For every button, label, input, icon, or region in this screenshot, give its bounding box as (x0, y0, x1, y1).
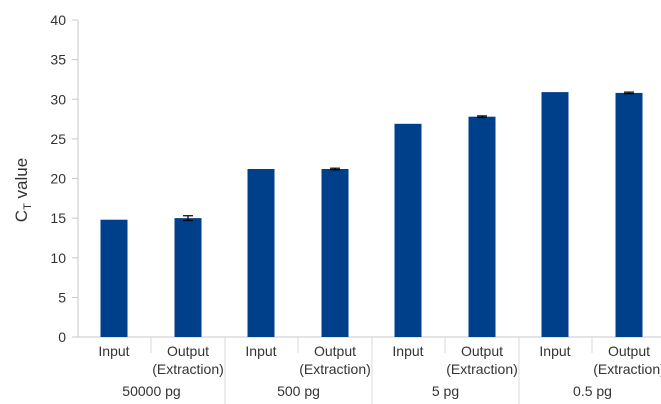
bar (394, 123, 422, 337)
x-group-label: 500 pg (277, 383, 320, 399)
plot-area: 0 5 10 15 20 25 30 35 40 Input Output (Extraction) 5… (50, 12, 661, 404)
y-tick-label: 5 (58, 289, 66, 305)
x-category-label: Input (539, 343, 570, 359)
y-tick-label: 25 (50, 131, 66, 147)
x-category-label: Output (314, 343, 356, 359)
bar (321, 168, 349, 337)
y-tick-label: 10 (50, 250, 66, 266)
x-group-label: 50000 pg (122, 383, 180, 399)
y-tick-label: 20 (50, 171, 66, 187)
x-category-label: Output (608, 343, 650, 359)
bar (174, 218, 202, 337)
x-category-label: (Extraction) (593, 361, 661, 377)
x-category-label: (Extraction) (299, 361, 371, 377)
y-axis-title-subscript: T (22, 203, 34, 210)
x-category-label: Input (392, 343, 423, 359)
x-group-label: 0.5 pg (573, 383, 612, 399)
bar (468, 116, 496, 337)
x-category-label: Output (461, 343, 503, 359)
y-tick-label: 15 (50, 210, 66, 226)
x-group-label: 5 pg (432, 383, 459, 399)
bar (100, 219, 128, 337)
y-tick-label: 0 (58, 329, 66, 345)
y-tick-label: 40 (50, 12, 66, 28)
bar (615, 92, 643, 337)
x-category-label: Input (98, 343, 129, 359)
y-tick-label: 35 (50, 52, 66, 68)
x-category-label: Output (167, 343, 209, 359)
bar (247, 168, 275, 337)
x-category-label: (Extraction) (152, 361, 224, 377)
y-axis-title: CT value (12, 158, 34, 222)
x-category-label: Input (245, 343, 276, 359)
x-category-label: (Extraction) (446, 361, 518, 377)
y-tick-label: 30 (50, 91, 66, 107)
bar (541, 92, 569, 338)
